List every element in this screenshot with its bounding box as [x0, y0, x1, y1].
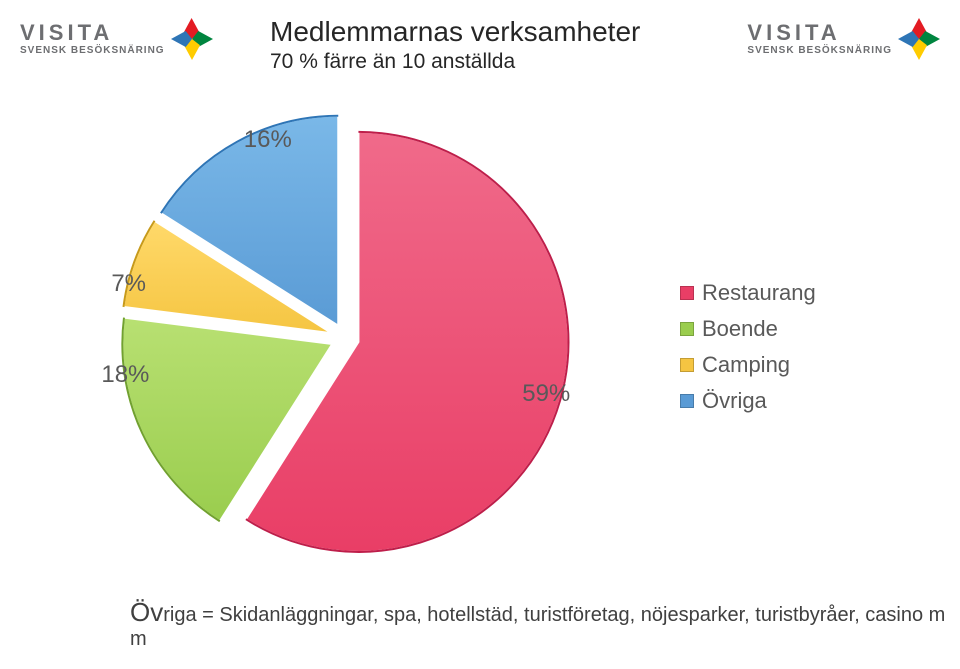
- legend-label: Restaurang: [702, 280, 816, 306]
- pie-label-övriga: 16%: [244, 126, 292, 154]
- legend-item-camping: Camping: [680, 352, 816, 378]
- legend-label: Boende: [702, 316, 778, 342]
- legend: Restaurang Boende Camping Övriga: [680, 280, 816, 414]
- legend-swatch: [680, 394, 694, 408]
- page-title: Medlemmarnas verksamheter: [270, 16, 640, 48]
- pie-label-restaurang: 59%: [522, 380, 570, 408]
- pie-label-boende: 18%: [101, 361, 149, 389]
- footnote-prefix: Öv: [130, 597, 163, 627]
- logo-tagline: SVENSK BESÖKSNÄRING: [747, 46, 892, 56]
- legend-item-restaurang: Restaurang: [680, 280, 816, 306]
- logo-emblem: [898, 18, 940, 60]
- logo-emblem: [171, 18, 213, 60]
- logo-text: VISITA SVENSK BESÖKSNÄRING: [747, 22, 892, 56]
- logo-left: VISITA SVENSK BESÖKSNÄRING: [20, 18, 213, 60]
- logo-text: VISITA SVENSK BESÖKSNÄRING: [20, 22, 165, 56]
- legend-item-övriga: Övriga: [680, 388, 816, 414]
- logo-wordmark: VISITA: [20, 22, 165, 44]
- legend-label: Övriga: [702, 388, 767, 414]
- title-block: Medlemmarnas verksamheter 70 % färre än …: [270, 16, 640, 74]
- legend-item-boende: Boende: [680, 316, 816, 342]
- pie-chart: 59%18%7%16%: [115, 108, 575, 568]
- legend-swatch: [680, 358, 694, 372]
- legend-label: Camping: [702, 352, 790, 378]
- footnote-text: riga = Skidanläggningar, spa, hotellstäd…: [130, 604, 945, 650]
- page-subtitle: 70 % färre än 10 anställda: [270, 50, 640, 74]
- pie-label-camping: 7%: [111, 270, 146, 298]
- legend-swatch: [680, 286, 694, 300]
- logo-wordmark: VISITA: [747, 22, 892, 44]
- legend-swatch: [680, 322, 694, 336]
- logo-tagline: SVENSK BESÖKSNÄRING: [20, 46, 165, 56]
- logo-right: VISITA SVENSK BESÖKSNÄRING: [747, 18, 940, 60]
- footnote: Övriga = Skidanläggningar, spa, hotellst…: [130, 597, 960, 651]
